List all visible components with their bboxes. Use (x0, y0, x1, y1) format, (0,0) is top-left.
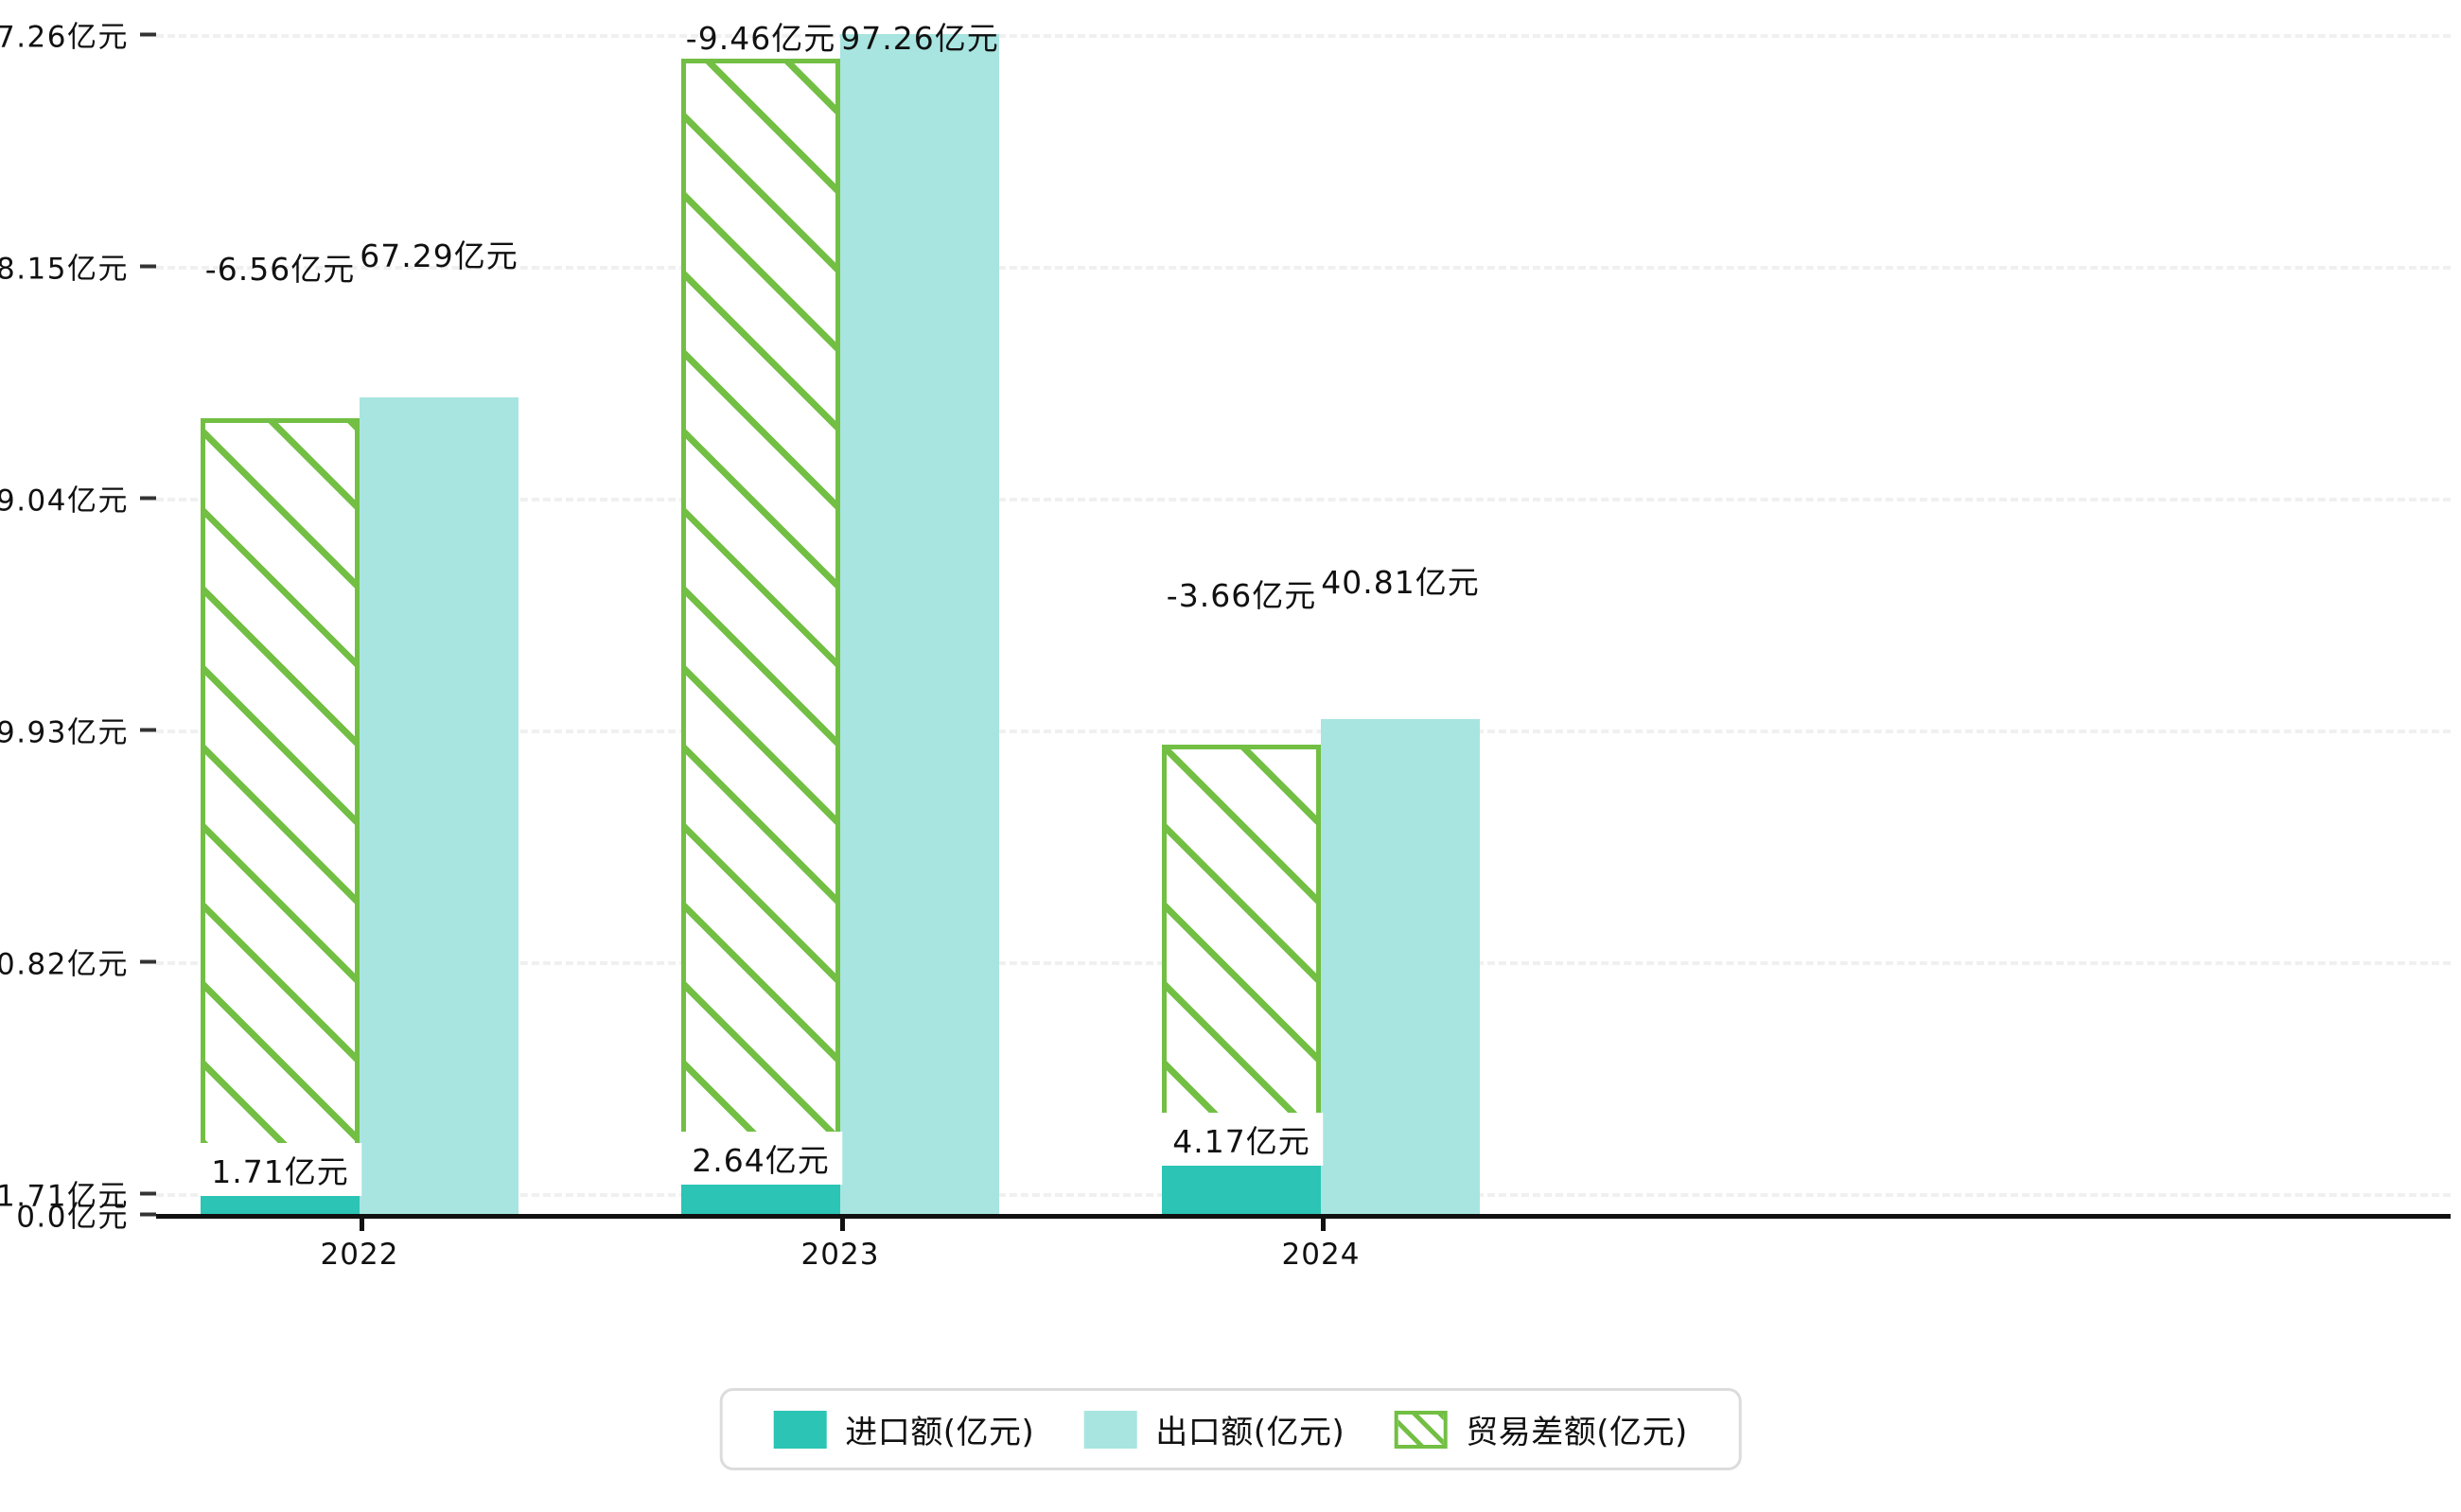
y-axis-tick-label: 0.0亿元 (16, 1200, 129, 1235)
y-axis: 97.26亿元 78.15亿元 59.04亿元 39.93亿元 20.82亿元 … (0, 0, 156, 1512)
y-axis-tick: 0.0亿元 (16, 1193, 156, 1236)
y-axis-tick-label: 59.04亿元 (0, 483, 129, 519)
bar-export-2022[interactable] (360, 397, 519, 1214)
y-axis-tick-mark (140, 959, 156, 963)
bar-import-2022[interactable] (201, 1193, 360, 1214)
data-label-import-2022: 1.71亿元 (198, 1143, 362, 1196)
legend-swatch-balance-icon (1394, 1410, 1448, 1449)
x-axis-tick-label-2024: 2024 (1281, 1238, 1361, 1272)
bar-balance-2023[interactable] (681, 59, 840, 1214)
x-axis-tick-mark (1321, 1214, 1326, 1231)
y-axis-tick-mark (140, 728, 156, 731)
bar-export-2024[interactable] (1321, 719, 1480, 1214)
legend-swatch-import-icon (773, 1410, 827, 1449)
data-label-balance-2022: -6.56亿元 (204, 251, 356, 288)
chart-legend: 进口额(亿元) 出口额(亿元) 贸易差额(亿元) (719, 1388, 1742, 1470)
y-axis-tick: 78.15亿元 (0, 245, 156, 288)
bar-balance-2022[interactable] (201, 418, 360, 1214)
y-axis-tick-mark (140, 1212, 156, 1216)
y-axis-tick-label: 1.71亿元 (0, 1179, 129, 1214)
gridline (156, 498, 2451, 501)
x-axis-line (156, 1214, 2451, 1219)
x-axis-tick-label-2022: 2022 (320, 1238, 399, 1272)
x-axis-tick-mark (840, 1214, 845, 1231)
legend-item-export[interactable]: 出口额(亿元) (1083, 1406, 1345, 1452)
bar-import-2024[interactable] (1162, 1164, 1321, 1214)
data-label-export-2023: 97.26亿元 (840, 20, 999, 57)
y-axis-tick-mark (140, 32, 156, 36)
gridline (156, 730, 2451, 733)
gridline (156, 34, 2451, 38)
y-axis-tick-label: 39.93亿元 (0, 715, 129, 750)
y-axis-tick-label: 97.26亿元 (0, 20, 129, 55)
plot-area: 2022 2023 2024 -6.56亿元 67.29亿元 1.71亿元 -9… (156, 20, 2451, 1272)
bar-export-2023[interactable] (840, 34, 999, 1214)
legend-label-import: 进口额(亿元) (845, 1414, 1035, 1451)
x-axis-tick-label-2023: 2023 (800, 1238, 880, 1272)
bar-import-2023[interactable] (681, 1182, 840, 1214)
y-axis-tick-label: 78.15亿元 (0, 252, 129, 287)
y-axis-tick-mark (140, 1191, 156, 1195)
data-label-balance-2024: -3.66亿元 (1166, 577, 1317, 614)
y-axis-tick-mark (140, 264, 156, 268)
legend-label-export: 出口额(亿元) (1155, 1414, 1345, 1451)
gridline (156, 266, 2451, 270)
data-label-export-2022: 67.29亿元 (360, 237, 519, 274)
hatch-pattern (205, 423, 355, 1209)
y-axis-tick: 59.04亿元 (0, 477, 156, 519)
y-axis-tick: 1.71亿元 (0, 1172, 156, 1215)
y-axis-tick: 39.93亿元 (0, 709, 156, 751)
data-label-balance-2023: -9.46亿元 (685, 20, 836, 57)
y-axis-tick: 20.82亿元 (0, 941, 156, 983)
x-axis-tick-mark (360, 1214, 364, 1231)
hatch-pattern (686, 63, 835, 1209)
legend-item-import[interactable]: 进口额(亿元) (773, 1406, 1034, 1452)
legend-item-balance[interactable]: 贸易差额(亿元) (1394, 1406, 1688, 1452)
legend-swatch-export-icon (1083, 1410, 1137, 1449)
data-label-import-2023: 2.64亿元 (678, 1132, 843, 1185)
y-axis-tick-label: 20.82亿元 (0, 947, 129, 982)
legend-label-balance: 贸易差额(亿元) (1466, 1414, 1688, 1451)
y-axis-tick: 97.26亿元 (0, 13, 156, 56)
data-label-import-2024: 4.17亿元 (1159, 1113, 1324, 1166)
y-axis-tick-mark (140, 496, 156, 500)
data-label-export-2024: 40.81亿元 (1321, 564, 1480, 601)
